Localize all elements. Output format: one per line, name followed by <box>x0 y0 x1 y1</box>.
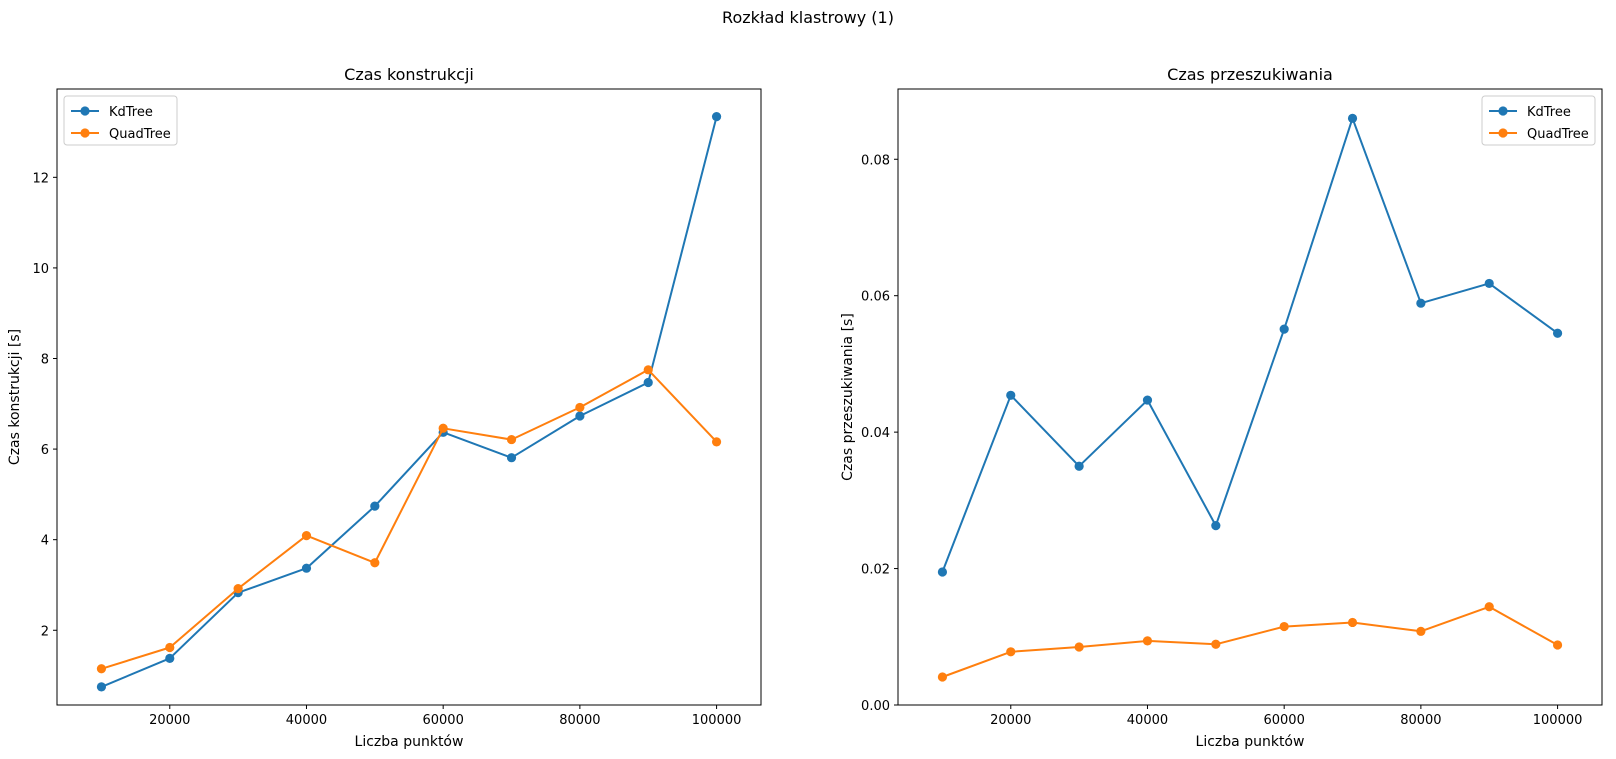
plot-title: Czas konstrukcji <box>344 65 474 84</box>
data-point-quadtree <box>711 437 722 447</box>
data-point-kdtree <box>96 682 107 692</box>
y-tick-label: 0.04 <box>861 426 890 441</box>
data-point-kdtree <box>937 567 948 577</box>
data-point-quadtree <box>1347 617 1358 628</box>
data-point-kdtree <box>1074 461 1084 471</box>
data-point-quadtree <box>370 558 380 568</box>
figure-suptitle: Rozkład klastrowy (1) <box>722 8 894 27</box>
x-axis-label: Liczba punktów <box>1196 734 1305 750</box>
data-point-kdtree <box>1484 278 1494 289</box>
data-point-kdtree <box>1347 113 1358 123</box>
x-tick-label: 100000 <box>1533 713 1583 728</box>
x-tick-label: 60000 <box>1263 713 1304 728</box>
data-point-quadtree <box>301 531 312 541</box>
search-time-plot: Czas przeszukiwania 20000 40000 60000 80000 1… <box>840 65 1603 750</box>
y-tick-label: 0.02 <box>861 563 890 578</box>
data-point-quadtree <box>937 672 948 682</box>
legend-label: KdTree <box>109 105 153 120</box>
axes-frame <box>897 88 1603 706</box>
data-point-quadtree <box>1142 636 1153 646</box>
legend-marker-kdtree <box>80 106 90 116</box>
data-point-quadtree <box>438 423 448 433</box>
data-point-quadtree <box>1211 639 1221 649</box>
y-tick-label: 8 <box>41 353 49 368</box>
data-point-quadtree <box>643 365 653 375</box>
x-axis-label: Liczba punktów <box>355 734 464 750</box>
y-axis-label: Czas przeszukiwania [s] <box>840 313 856 481</box>
data-point-kdtree <box>643 377 653 388</box>
data-point-quadtree <box>96 664 107 674</box>
x-tick-label: 20000 <box>990 713 1031 728</box>
data-point-quadtree <box>233 583 243 594</box>
data-point-kdtree <box>370 501 380 511</box>
plot-title: Czas przeszukiwania <box>1167 65 1333 84</box>
series-line-quadtree <box>942 605 1559 678</box>
data-point-quadtree <box>1552 640 1563 650</box>
data-point-quadtree <box>1006 647 1016 657</box>
x-tick-label: 80000 <box>1400 713 1441 728</box>
y-tick-label: 6 <box>41 443 49 458</box>
y-tick-label: 12 <box>32 171 49 186</box>
legend-label: QuadTree <box>1527 127 1589 142</box>
data-point-kdtree <box>1552 328 1563 338</box>
legend: KdTree QuadTree <box>63 95 178 146</box>
legend: KdTree QuadTree <box>1481 95 1596 146</box>
y-tick-label: 10 <box>32 262 49 277</box>
y-tick-label: 0.06 <box>861 290 890 305</box>
data-point-kdtree <box>575 411 585 421</box>
data-point-quadtree <box>165 642 175 653</box>
y-tick-label: 4 <box>41 534 49 549</box>
data-point-kdtree <box>1211 520 1221 531</box>
y-tick-label: 2 <box>41 624 49 639</box>
data-point-kdtree <box>1142 395 1153 405</box>
data-point-kdtree <box>1416 298 1426 308</box>
data-point-quadtree <box>575 402 585 413</box>
data-point-quadtree <box>1484 602 1494 612</box>
data-point-quadtree <box>1416 626 1426 636</box>
legend-marker-quadtree <box>80 128 90 138</box>
legend-label: KdTree <box>1527 105 1571 120</box>
x-tick-label: 40000 <box>1127 713 1168 728</box>
data-point-quadtree <box>506 434 517 445</box>
data-point-kdtree <box>1279 324 1289 334</box>
series-line-quadtree <box>101 368 718 670</box>
y-tick-label: 0.08 <box>861 153 890 168</box>
data-point-kdtree <box>1006 390 1016 400</box>
x-tick-label: 60000 <box>422 713 463 728</box>
data-point-kdtree <box>711 112 722 122</box>
series-line-kdtree <box>941 117 1559 573</box>
x-tick-label: 100000 <box>692 713 742 728</box>
series-line-kdtree <box>101 116 718 688</box>
construction-time-plot: Czas konstrukcji 20000 40000 60000 80000 1000… <box>7 65 762 750</box>
x-tick-label: 80000 <box>559 713 600 728</box>
data-point-quadtree <box>1074 642 1084 652</box>
x-tick-label: 40000 <box>286 713 327 728</box>
legend-marker-quadtree <box>1498 128 1508 138</box>
x-tick-label: 20000 <box>149 713 190 728</box>
legend-marker-kdtree <box>1498 106 1508 116</box>
data-point-kdtree <box>165 653 175 663</box>
data-point-kdtree <box>301 563 312 573</box>
axes-frame <box>56 88 762 706</box>
y-axis-label: Czas konstrukcji [s] <box>7 329 23 465</box>
y-tick-label: 0.00 <box>861 699 890 714</box>
data-point-quadtree <box>1279 621 1289 632</box>
legend-label: QuadTree <box>109 127 171 142</box>
data-point-kdtree <box>506 453 517 463</box>
